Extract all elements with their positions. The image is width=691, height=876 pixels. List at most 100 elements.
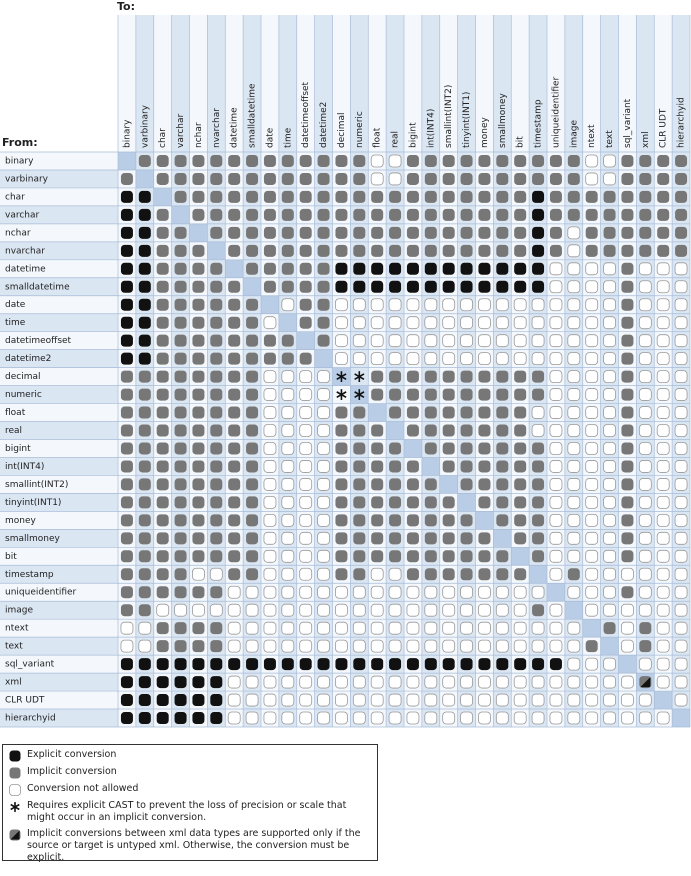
conversion-symbol xyxy=(228,172,241,185)
not-allowed-symbol xyxy=(638,316,652,330)
implicit-symbol xyxy=(621,262,634,275)
not-allowed-symbol xyxy=(299,603,313,617)
conversion-symbol xyxy=(657,208,670,221)
conversion-symbol xyxy=(353,568,366,581)
legend-symbol xyxy=(9,750,21,762)
implicit-symbol xyxy=(496,244,509,257)
conversion-symbol xyxy=(353,460,366,473)
not-allowed-symbol xyxy=(352,675,366,689)
implicit-symbol xyxy=(192,478,205,491)
conversion-symbol xyxy=(227,711,241,725)
conversion-symbol xyxy=(138,514,151,527)
conversion-symbol xyxy=(424,478,437,491)
explicit-symbol xyxy=(549,658,562,671)
implicit-symbol xyxy=(156,568,169,581)
conversion-symbol xyxy=(460,316,473,330)
not-allowed-symbol xyxy=(549,424,563,437)
not-allowed-symbol xyxy=(281,675,295,689)
not-allowed-symbol xyxy=(567,370,581,384)
conversion-symbol xyxy=(281,621,295,635)
row-label-bg xyxy=(0,205,118,224)
implicit-symbol xyxy=(335,568,348,581)
conversion-symbol xyxy=(210,316,223,329)
not-allowed-symbol xyxy=(567,406,581,419)
explicit-symbol xyxy=(174,676,187,689)
not-allowed-symbol xyxy=(388,675,402,689)
not-allowed-symbol xyxy=(281,478,295,491)
conversion-symbol xyxy=(442,514,455,527)
conversion-symbol xyxy=(210,424,223,437)
implicit-symbol xyxy=(192,244,205,257)
conversion-symbol xyxy=(120,442,133,455)
row-label: real xyxy=(5,426,22,436)
implicit-symbol xyxy=(371,532,384,545)
conversion-symbol xyxy=(585,693,599,707)
not-allowed-symbol xyxy=(603,711,616,725)
conversion-symbol xyxy=(567,549,581,563)
conversion-symbol xyxy=(674,388,688,401)
implicit-symbol xyxy=(156,280,169,293)
conversion-symbol xyxy=(156,658,169,671)
conversion-symbol xyxy=(192,334,205,347)
not-allowed-symbol xyxy=(567,495,581,509)
row-label-bg xyxy=(0,421,118,440)
not-allowed-symbol xyxy=(674,639,688,653)
conversion-symbol xyxy=(514,226,527,239)
not-allowed-symbol xyxy=(317,621,330,635)
conversion-symbol xyxy=(299,693,313,707)
implicit-symbol xyxy=(192,514,205,527)
conversion-symbol xyxy=(514,460,527,473)
conversion-symbol xyxy=(174,154,187,167)
conversion-symbol xyxy=(138,694,151,707)
not-allowed-symbol xyxy=(674,531,688,545)
explicit-symbol xyxy=(389,262,402,275)
not-allowed-symbol xyxy=(549,693,563,707)
not-allowed-symbol xyxy=(531,406,545,419)
conversion-symbol xyxy=(281,370,295,384)
not-allowed-symbol xyxy=(656,280,670,294)
conversion-symbol xyxy=(460,424,473,437)
explicit-symbol xyxy=(460,658,473,671)
conversion-symbol xyxy=(317,370,330,384)
conversion-symbol xyxy=(174,568,187,581)
implicit-symbol xyxy=(389,208,402,221)
implicit-symbol xyxy=(174,154,187,167)
not-allowed-symbol xyxy=(495,621,509,635)
implicit-symbol xyxy=(281,352,294,365)
conversion-symbol xyxy=(371,460,384,473)
conversion-symbol xyxy=(263,406,277,419)
explicit-symbol xyxy=(406,262,419,275)
not-allowed-symbol xyxy=(549,370,563,384)
implicit-symbol xyxy=(174,586,187,599)
conversion-symbol xyxy=(460,262,473,275)
implicit-symbol xyxy=(317,226,330,239)
conversion-symbol xyxy=(228,658,241,671)
implicit-symbol xyxy=(675,208,688,221)
conversion-symbol xyxy=(549,208,562,221)
implicit-symbol xyxy=(120,514,133,527)
conversion-symbol xyxy=(209,603,223,617)
conversion-symbol xyxy=(621,226,634,239)
implicit-symbol xyxy=(549,208,562,221)
conversion-symbol xyxy=(388,172,402,186)
conversion-symbol xyxy=(263,388,277,401)
not-allowed-symbol xyxy=(621,693,634,707)
conversion-symbol xyxy=(656,549,670,563)
conversion-symbol xyxy=(406,550,419,563)
not-allowed-symbol xyxy=(192,603,205,617)
not-allowed-symbol xyxy=(674,262,688,276)
implicit-symbol xyxy=(424,190,437,203)
conversion-symbol xyxy=(192,712,205,725)
not-allowed-symbol xyxy=(531,693,545,707)
row-label: hierarchyid xyxy=(5,714,56,724)
not-allowed-symbol xyxy=(656,442,670,455)
conversion-symbol xyxy=(138,712,151,725)
conversion-symbol xyxy=(192,424,205,437)
conversion-symbol xyxy=(585,603,599,617)
conversion-symbol xyxy=(174,603,187,617)
implicit-symbol xyxy=(478,478,491,491)
not-allowed-symbol xyxy=(603,478,616,491)
conversion-symbol xyxy=(531,316,545,330)
implicit-symbol xyxy=(478,568,491,581)
not-allowed-symbol xyxy=(495,639,509,653)
